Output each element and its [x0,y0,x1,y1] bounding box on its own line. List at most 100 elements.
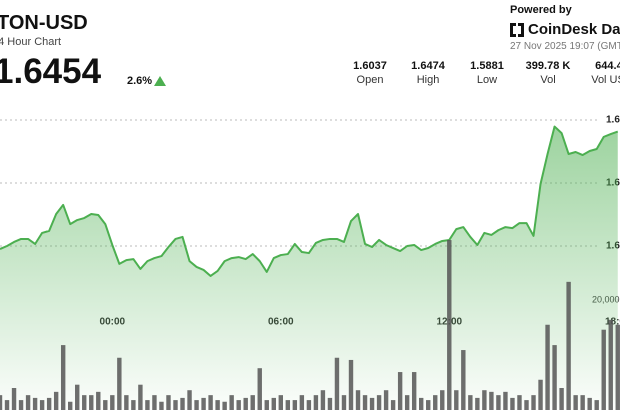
volume-bar [145,400,150,410]
volume-bar [608,319,613,410]
volume-bar [257,368,262,410]
volume-bar [531,395,536,410]
volume-bar [615,324,620,410]
volume-bar [152,395,157,410]
stat-label: Open [356,74,384,86]
volume-bar [32,397,38,410]
volume-bar [18,400,24,410]
volume-bar [53,391,59,410]
volume-bar [117,357,122,410]
volume-bar [404,395,410,410]
price: 1.6454 [0,52,102,91]
volume-bar [271,397,276,410]
volume-bar [236,400,241,410]
up-arrow [154,76,166,86]
stat-label: Low [476,74,498,86]
volume-bar [461,350,466,410]
volume-bar [559,388,564,410]
logo-icon [510,23,524,37]
stat-label: Vol USD [591,74,620,86]
volume-bar [138,384,143,410]
volume-bar [0,395,3,410]
volume-bar [82,395,87,410]
volume-bar [566,281,571,410]
volume-bar [11,388,17,410]
volume-bar [222,401,227,410]
volume-bar [278,395,283,410]
volume-bar [243,397,248,410]
volume-bar [4,400,10,410]
volume-bar [110,395,115,410]
volume-bar [39,400,45,410]
volume-bar [545,324,550,410]
volume-bar [517,395,522,410]
volume-bar [362,395,368,410]
volume-bar [482,390,487,410]
volume-bar [327,397,333,410]
volume-bar [159,401,164,410]
volume-bar [131,400,136,410]
volume-bar [201,397,206,410]
timestamp: 27 Nov 2025 19:07 (GMT [510,41,620,52]
price-line [0,125,619,277]
area-fill [0,126,618,410]
volume-bar [285,400,291,410]
volume-bar [187,390,192,410]
volume-bar [292,400,298,410]
stat-value: 399.78 K [525,60,571,72]
volume-bar [587,397,592,410]
change: 2.6% [127,75,153,87]
volume-bar [376,395,382,410]
volume-bar [369,397,375,410]
volume-bar [552,345,557,410]
volume-bar [334,357,340,410]
volume-bar [208,395,213,410]
stat-value: 1.6037 [353,60,387,72]
volume-bar [355,390,361,410]
volume-bar [468,395,473,410]
volume-bar [25,395,31,410]
volume-bar [306,400,312,410]
volume-bar [341,395,347,410]
title: TON-USD [0,12,88,34]
volume-bar [299,395,305,410]
stat-value: 1.5881 [470,60,504,72]
volume-bar [411,372,417,410]
stat-label: Vol [540,74,556,86]
volume-bar [524,400,529,410]
volume-bar [496,395,501,410]
volume-bar [573,395,578,410]
volume-bar [475,397,480,410]
volume-bar [75,384,80,410]
volume-bar [489,391,494,410]
stat-label: High [416,74,440,86]
volume-bar [419,397,424,410]
volume-bar [503,391,508,410]
volume-bar [383,390,389,410]
volume-bar [180,397,185,410]
volume-bar [46,397,52,410]
volume-bar [538,379,543,410]
volume-bar [103,400,108,410]
y-tick-label: 1.65 [606,115,620,126]
stat-value: 644.49 [595,60,620,72]
volume-bar [426,400,431,410]
volume-bar [601,329,606,410]
volume-bar [96,391,101,410]
volume-bar [313,395,319,410]
volume-bar [594,400,599,410]
volume-bar [320,390,326,410]
volume-bar [89,395,94,410]
volume-bar [250,395,255,410]
stat-value: 1.6474 [411,60,445,72]
volume-bar [264,400,269,410]
volume-bar [433,395,438,410]
volume-bar [173,400,178,410]
volume-bar [68,401,73,410]
volume-bar [390,400,396,410]
volume-bar [447,240,452,410]
volume-bar [124,395,129,410]
volume-bar [229,395,234,410]
volume-bar [510,397,515,410]
